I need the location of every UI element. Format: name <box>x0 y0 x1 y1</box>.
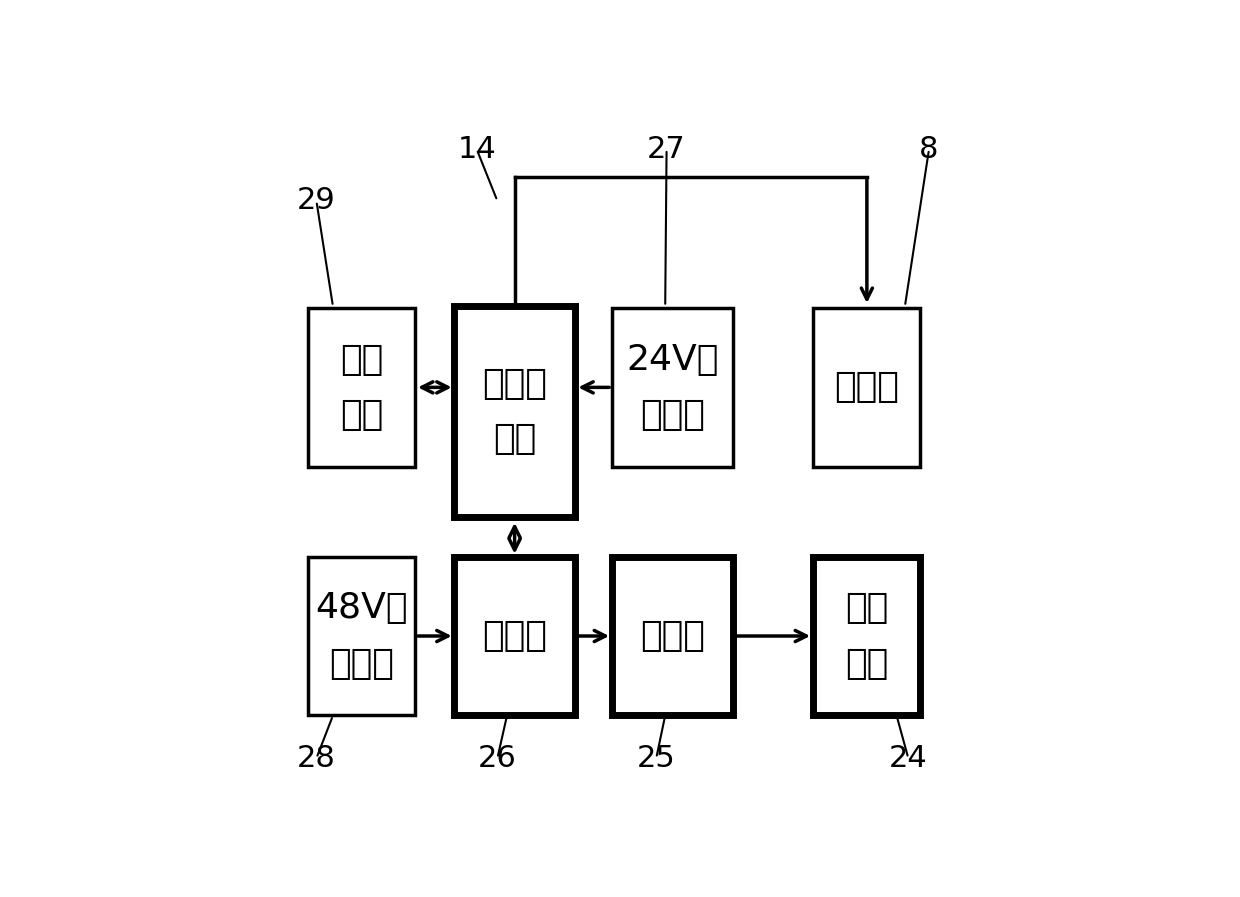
Text: 26: 26 <box>477 744 517 773</box>
Text: 28: 28 <box>296 744 336 773</box>
Text: 27: 27 <box>647 135 686 163</box>
Bar <box>454 306 575 517</box>
Text: 48V开
关电源: 48V开 关电源 <box>315 591 408 681</box>
Text: 8: 8 <box>919 135 939 163</box>
Text: 24V开
关电源: 24V开 关电源 <box>626 343 718 432</box>
Bar <box>813 308 920 466</box>
Text: 计算机: 计算机 <box>835 370 899 405</box>
Bar <box>611 308 733 466</box>
Bar <box>813 556 920 716</box>
Text: 限位
开关: 限位 开关 <box>340 343 383 432</box>
Text: 29: 29 <box>298 187 336 215</box>
Bar <box>308 308 415 466</box>
Text: 14: 14 <box>458 135 496 163</box>
Bar <box>308 556 415 716</box>
Text: 四轴控
制器: 四轴控 制器 <box>482 367 547 457</box>
Bar <box>611 556 733 716</box>
Text: 步进
电机: 步进 电机 <box>846 591 889 681</box>
Text: 24: 24 <box>889 744 928 773</box>
Text: 驱动器: 驱动器 <box>482 619 547 653</box>
Bar <box>454 556 575 716</box>
Text: 编码器: 编码器 <box>640 619 704 653</box>
Text: 25: 25 <box>637 744 676 773</box>
